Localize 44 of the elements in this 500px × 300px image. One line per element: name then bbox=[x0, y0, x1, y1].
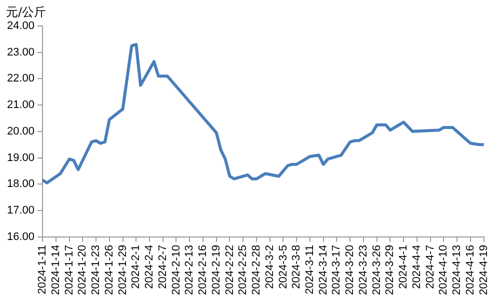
x-tick-label: 2024-1-17 bbox=[63, 244, 76, 296]
x-tick-label: 2024-1-20 bbox=[76, 244, 89, 296]
y-tick-label: 18.00 bbox=[6, 178, 35, 190]
x-tick-label: 2024-2-25 bbox=[237, 244, 250, 296]
y-tick-label: 19.00 bbox=[6, 152, 35, 164]
x-tick-label: 2024-4-10 bbox=[438, 244, 450, 296]
y-axis-title: 元/公斤 bbox=[6, 4, 46, 21]
x-tick-label: 2024-3-26 bbox=[370, 244, 383, 296]
y-tick-label: 21.00 bbox=[6, 99, 35, 112]
x-tick-label: 2024-3-20 bbox=[344, 244, 356, 296]
x-tick-label: 2024-1-11 bbox=[36, 244, 49, 294]
x-tick-label: 2024-1-23 bbox=[90, 244, 102, 296]
x-tick-label: 2024-2-10 bbox=[170, 244, 182, 296]
x-tick-label: 2024-2-16 bbox=[197, 244, 210, 296]
y-tick-label: 23.00 bbox=[6, 46, 35, 58]
x-tick-label: 2024-4-16 bbox=[464, 244, 476, 296]
y-tick-label: 24.00 bbox=[6, 20, 35, 32]
x-tick-label: 2024-3-17 bbox=[330, 244, 343, 296]
x-tick-label: 2024-2-7 bbox=[156, 244, 169, 289]
x-tick-label: 2024-3-2 bbox=[264, 244, 276, 289]
x-tick-label: 2024-2-1 bbox=[130, 244, 142, 289]
x-tick-label: 2024-1-29 bbox=[116, 244, 129, 296]
x-tick-label: 2024-3-11 bbox=[304, 244, 316, 294]
y-tick-label: 16.00 bbox=[6, 230, 35, 243]
y-tick-label: 20.00 bbox=[6, 125, 35, 138]
x-tick-label: 2024-4-4 bbox=[410, 244, 423, 289]
x-tick-label: 2024-1-14 bbox=[50, 244, 62, 296]
x-tick-label: 2024-4-1 bbox=[398, 244, 410, 289]
x-tick-label: 2024-3-5 bbox=[277, 244, 290, 289]
x-tick-label: 2024-3-8 bbox=[290, 244, 303, 289]
x-tick-label: 2024-2-4 bbox=[144, 244, 156, 289]
y-tick-label: 17.00 bbox=[6, 204, 35, 217]
x-tick-label: 2024-3-14 bbox=[317, 244, 330, 296]
x-tick-label: 2024-4-19 bbox=[478, 244, 490, 296]
x-tick-label: 2024-2-13 bbox=[184, 244, 196, 296]
y-tick-label: 22.00 bbox=[6, 72, 35, 85]
x-tick-label: 2024-4-7 bbox=[424, 244, 436, 289]
x-tick-label: 2024-2-22 bbox=[224, 244, 236, 296]
x-tick-label: 2024-4-13 bbox=[451, 244, 464, 296]
x-tick-label: 2024-2-28 bbox=[250, 244, 263, 296]
x-tick-label: 2024-3-29 bbox=[384, 244, 396, 296]
x-tick-label: 2024-1-26 bbox=[103, 244, 116, 296]
x-tick-label: 2024-2-19 bbox=[210, 244, 222, 296]
x-tick-label: 2024-3-23 bbox=[357, 244, 370, 296]
